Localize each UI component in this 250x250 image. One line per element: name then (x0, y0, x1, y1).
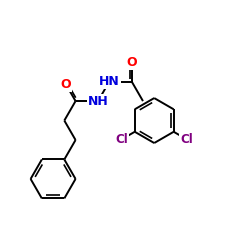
Text: Cl: Cl (116, 132, 128, 145)
Text: O: O (61, 78, 71, 91)
Text: NH: NH (88, 94, 108, 108)
Text: O: O (126, 56, 137, 69)
Text: Cl: Cl (180, 132, 193, 145)
Text: HN: HN (99, 75, 120, 88)
